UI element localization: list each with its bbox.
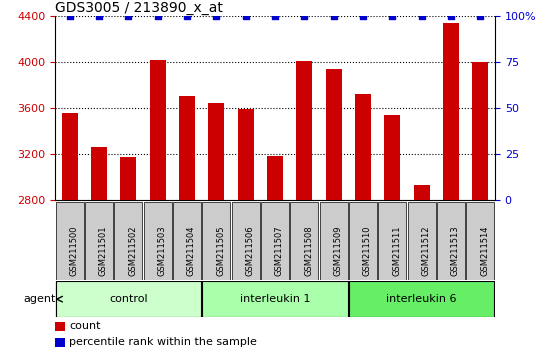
Bar — [173, 202, 201, 280]
Text: GSM211514: GSM211514 — [480, 225, 490, 276]
Bar — [261, 202, 289, 280]
Text: GSM211512: GSM211512 — [422, 225, 431, 276]
Point — [153, 13, 162, 19]
Text: GSM211505: GSM211505 — [216, 225, 225, 276]
Text: GSM211504: GSM211504 — [187, 225, 196, 276]
Point — [300, 13, 309, 19]
Bar — [120, 158, 136, 200]
Point — [359, 13, 367, 19]
Bar — [56, 202, 84, 280]
Text: count: count — [69, 321, 101, 331]
Point — [388, 13, 397, 19]
Point — [447, 13, 455, 19]
Bar — [472, 62, 488, 200]
Point — [271, 13, 279, 19]
Bar — [414, 185, 430, 200]
Bar — [55, 338, 65, 347]
Point — [417, 13, 426, 19]
Bar — [150, 59, 166, 200]
Point — [476, 13, 485, 19]
Bar — [267, 156, 283, 200]
Text: GDS3005 / 213890_x_at: GDS3005 / 213890_x_at — [55, 1, 223, 15]
Bar — [290, 202, 318, 280]
Text: GSM211510: GSM211510 — [363, 225, 372, 276]
Point — [241, 13, 250, 19]
Bar — [202, 202, 230, 280]
Bar — [326, 69, 342, 200]
Point — [183, 13, 191, 19]
Bar — [232, 202, 260, 280]
Text: interleukin 6: interleukin 6 — [387, 294, 457, 304]
Point — [65, 13, 74, 19]
Bar — [179, 96, 195, 200]
Bar — [202, 281, 348, 317]
Text: GSM211502: GSM211502 — [128, 225, 138, 276]
Text: GSM211509: GSM211509 — [334, 225, 343, 276]
Bar — [91, 147, 107, 200]
Text: control: control — [109, 294, 147, 304]
Bar — [208, 103, 224, 200]
Text: GSM211501: GSM211501 — [99, 225, 108, 276]
Bar — [466, 202, 494, 280]
Bar — [349, 202, 377, 280]
Bar — [144, 202, 172, 280]
Text: percentile rank within the sample: percentile rank within the sample — [69, 337, 257, 347]
Text: GSM211508: GSM211508 — [304, 225, 314, 276]
Bar — [349, 281, 494, 317]
Bar — [238, 109, 254, 200]
Bar — [437, 202, 465, 280]
Text: interleukin 1: interleukin 1 — [240, 294, 310, 304]
Bar — [114, 202, 142, 280]
Text: agent: agent — [24, 294, 56, 304]
Bar — [355, 94, 371, 200]
Bar — [55, 322, 65, 331]
Bar — [408, 202, 436, 280]
Bar — [56, 281, 201, 317]
Text: GSM211503: GSM211503 — [158, 225, 167, 276]
Bar — [85, 202, 113, 280]
Point — [95, 13, 103, 19]
Text: GSM211500: GSM211500 — [70, 225, 79, 276]
Text: GSM211511: GSM211511 — [392, 225, 402, 276]
Text: GSM211507: GSM211507 — [275, 225, 284, 276]
Point — [124, 13, 133, 19]
Text: GSM211506: GSM211506 — [246, 225, 255, 276]
Bar — [384, 115, 400, 200]
Point — [212, 13, 221, 19]
Bar — [296, 61, 312, 200]
Bar — [320, 202, 348, 280]
Point — [329, 13, 338, 19]
Bar — [378, 202, 406, 280]
Bar — [62, 113, 78, 200]
Bar — [443, 23, 459, 200]
Text: GSM211513: GSM211513 — [451, 225, 460, 276]
